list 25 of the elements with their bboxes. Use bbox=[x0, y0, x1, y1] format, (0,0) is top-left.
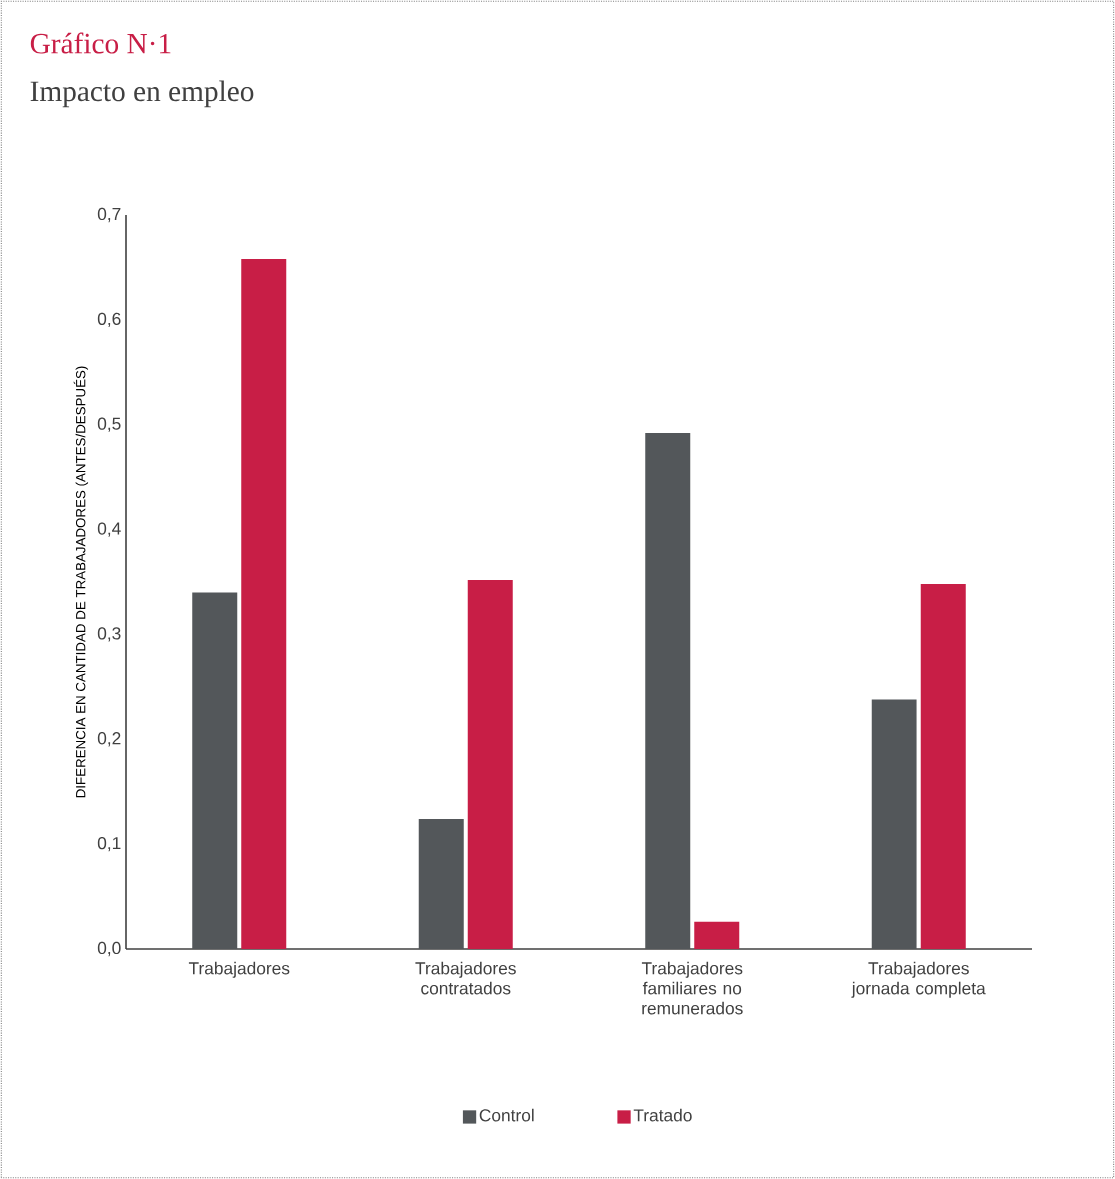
bar bbox=[467, 579, 513, 949]
y-tick-label: 0,3 bbox=[97, 627, 121, 642]
y-tick-label: 0,2 bbox=[97, 732, 121, 747]
x-tick-label: Trabajadores bbox=[188, 961, 290, 978]
chart-subtitle: Impacto en empleo bbox=[30, 80, 254, 108]
y-tick-label: 0,4 bbox=[97, 522, 121, 537]
y-axis-title: DIFERENCIA EN CANTIDAD DE TRABAJADORES (ANTES/DESPUÉS) bbox=[73, 366, 89, 798]
legend-label: Tratado bbox=[633, 1108, 692, 1122]
bar bbox=[418, 818, 464, 949]
y-tick-label: 0,0 bbox=[97, 941, 121, 957]
bar bbox=[192, 592, 238, 949]
y-tick-label: 0,7 bbox=[97, 207, 121, 223]
y-tick-label: 0,1 bbox=[97, 836, 121, 852]
bar bbox=[694, 921, 740, 949]
chart-title: Gráfico N·1 bbox=[30, 32, 171, 54]
y-tick-label: 0,6 bbox=[97, 312, 121, 328]
bar bbox=[645, 433, 691, 949]
y-tick-label: 0,5 bbox=[97, 417, 121, 432]
x-tick-label: Trabajadores familiares no remunerados bbox=[641, 961, 743, 1015]
bar bbox=[871, 699, 917, 949]
bar bbox=[241, 259, 287, 949]
x-tick-label: Trabajadores jornada completa bbox=[851, 961, 986, 998]
x-tick-label: Trabajadores contratados bbox=[415, 961, 516, 995]
legend-label: Control bbox=[479, 1108, 534, 1122]
bar bbox=[920, 584, 966, 949]
